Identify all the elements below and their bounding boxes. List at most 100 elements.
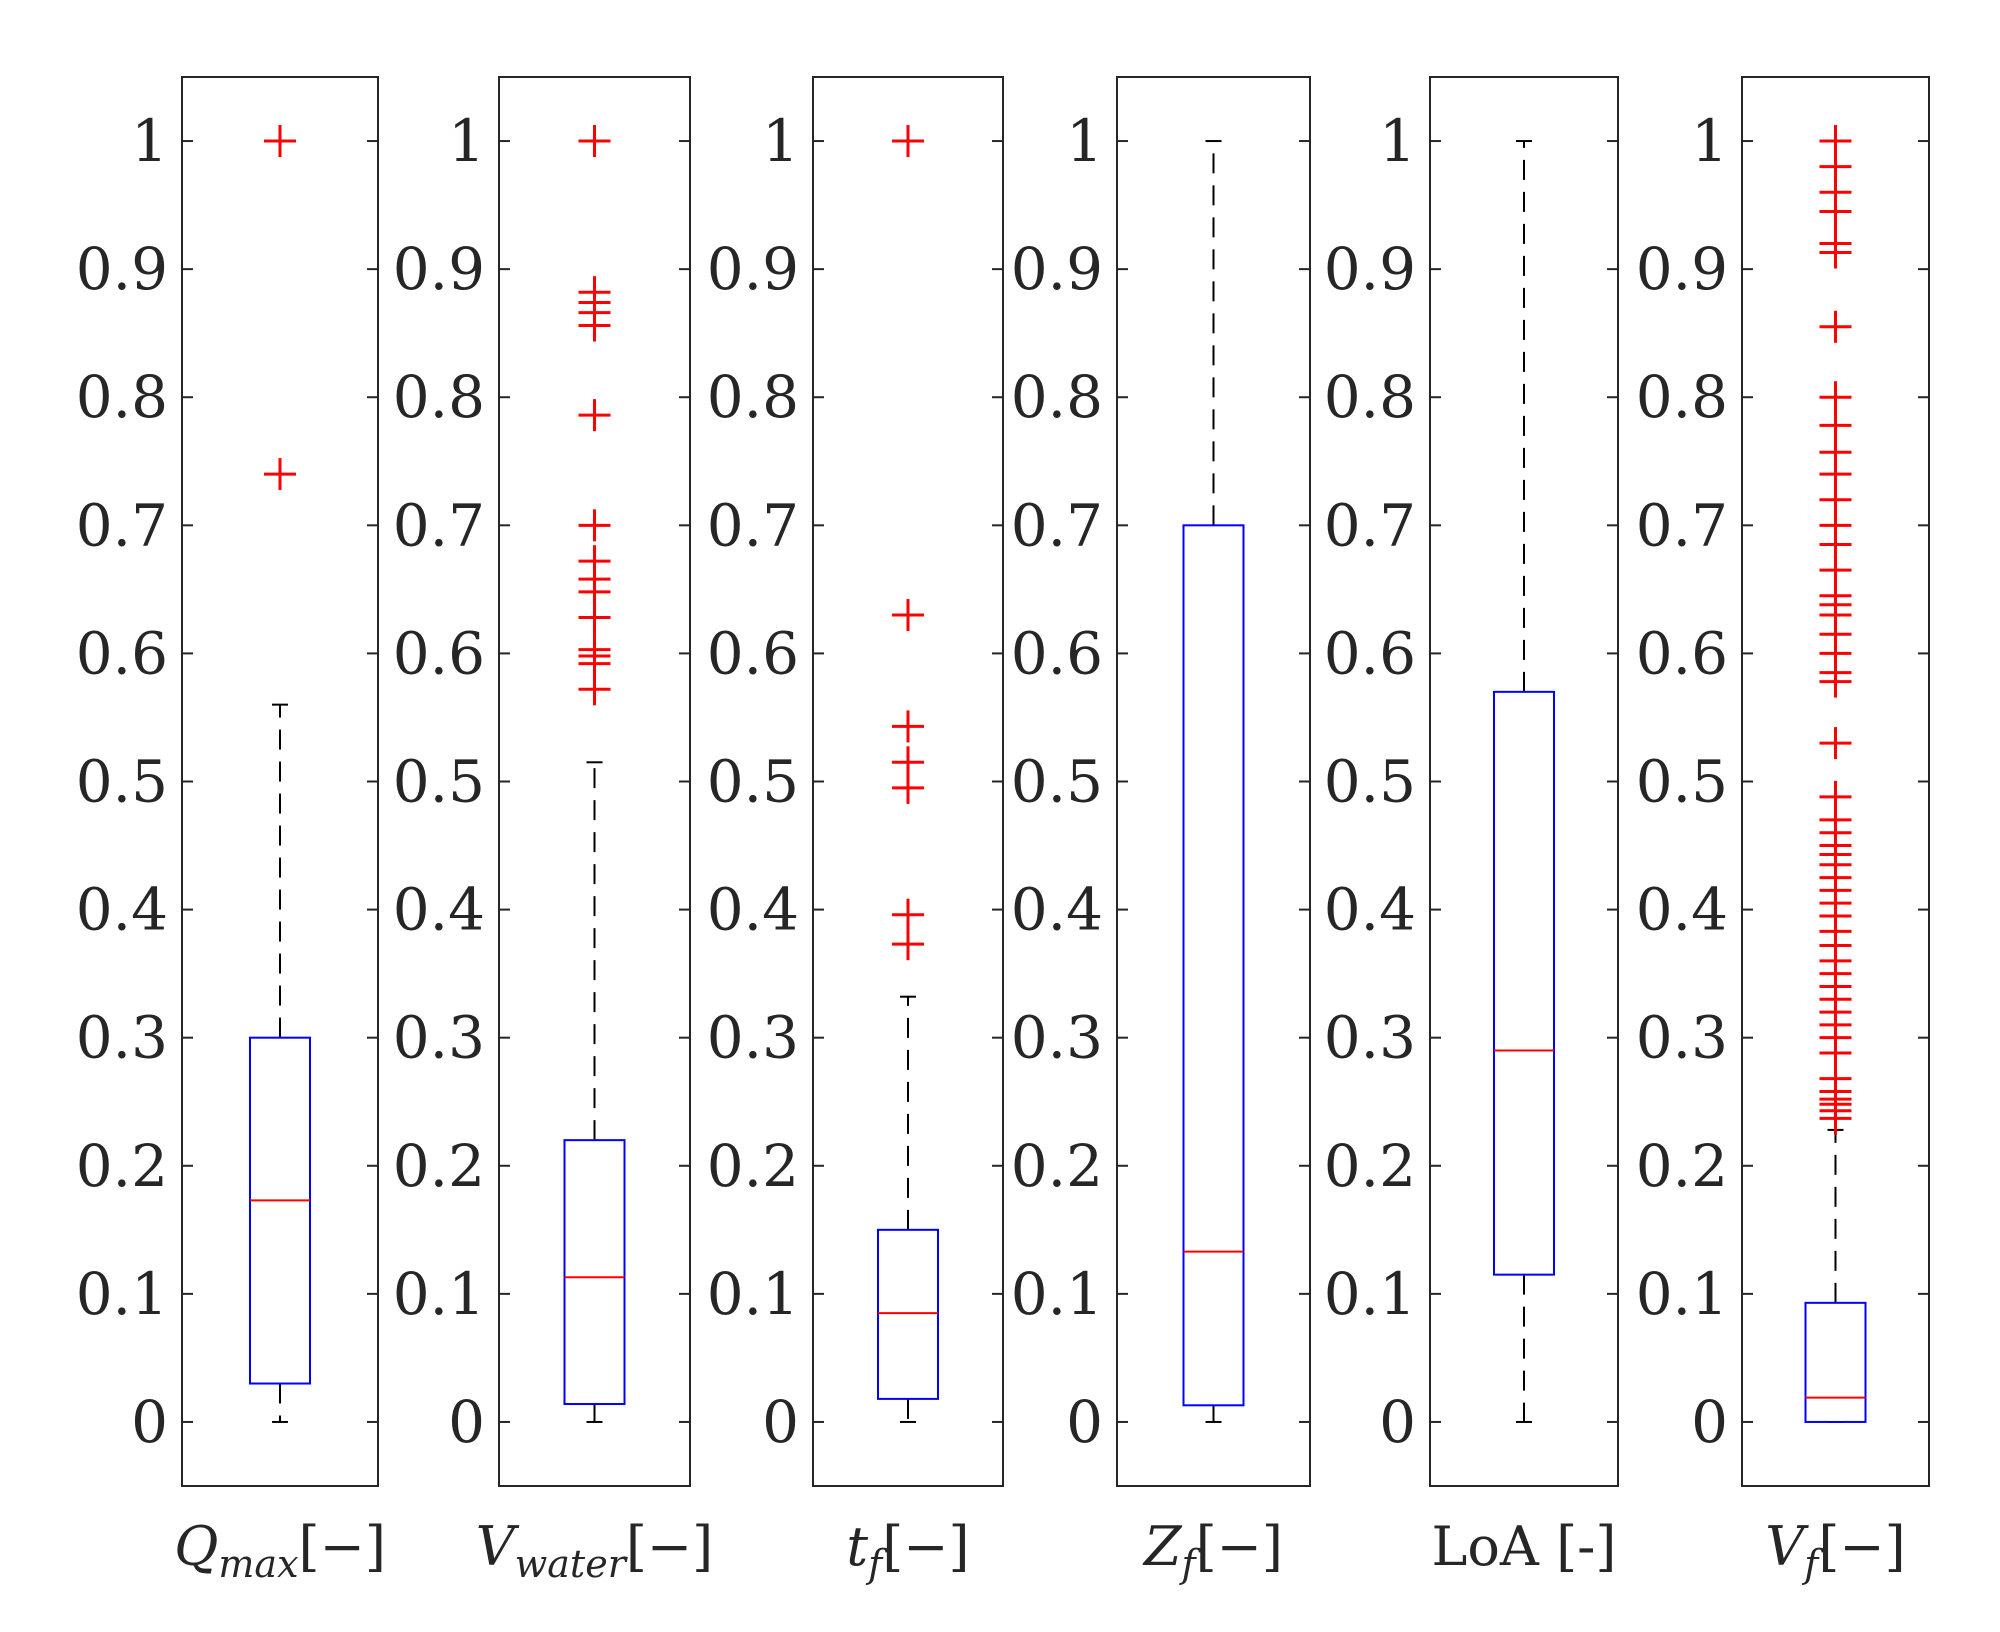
iqr-box xyxy=(1804,1301,1867,1423)
y-tick-label: 0.2 xyxy=(393,1132,485,1200)
y-tick-label: 0.3 xyxy=(393,1004,485,1072)
outlier-marker xyxy=(892,125,924,158)
iqr-box xyxy=(1182,524,1245,1407)
y-tick-label: 0.7 xyxy=(707,491,799,559)
y-tick-label: 0.6 xyxy=(707,619,799,687)
panel-4: 0 0.1 0.2 0.3 0.4 0.5 0.6 0.7 0.8 0.9 1 Zf[−] xyxy=(1011,76,1311,1586)
x-label-unit: [−] xyxy=(1196,1515,1283,1578)
y-tick-label: 0.7 xyxy=(1011,491,1103,559)
y-tick-label: 0.9 xyxy=(393,235,485,303)
x-label-subscript: max xyxy=(218,1542,298,1586)
outlier-marker xyxy=(892,746,924,779)
y-tick-label: 0.1 xyxy=(707,1260,799,1328)
y-tick-label: 1 xyxy=(762,107,799,175)
y-tick-label: 0.8 xyxy=(393,363,485,431)
y-tick-label: 0.3 xyxy=(1636,1004,1728,1072)
y-tick-label: 0.5 xyxy=(1324,748,1416,816)
y-tick-label: 0.4 xyxy=(1324,876,1416,944)
outlier-marker xyxy=(264,458,296,491)
x-label-base: V xyxy=(1765,1515,1809,1578)
x-label-unit: [−] xyxy=(1818,1515,1905,1578)
y-tick-label: 0.1 xyxy=(393,1260,485,1328)
x-label: LoA [-] xyxy=(1432,1515,1617,1578)
y-tick-label: 0.2 xyxy=(1636,1132,1728,1200)
y-tick-label: 0 xyxy=(448,1388,485,1456)
y-tick-label: 0 xyxy=(762,1388,799,1456)
y-tick-label: 0.7 xyxy=(76,491,168,559)
y-tick-label: 0.1 xyxy=(1324,1260,1416,1328)
y-tick-label: 0.3 xyxy=(707,1004,799,1072)
y-tick-label: 0.3 xyxy=(1011,1004,1103,1072)
x-label-subscript: water xyxy=(515,1542,629,1586)
y-tick-label: 0.2 xyxy=(76,1132,168,1200)
outlier-marker xyxy=(578,545,611,578)
y-tick-label: 0.7 xyxy=(1324,491,1416,559)
y-tick-label: 0.5 xyxy=(1636,748,1728,816)
y-tick-label: 0.9 xyxy=(1011,235,1103,303)
outlier-marker xyxy=(1819,436,1852,469)
y-tick-label: 0.9 xyxy=(1636,235,1728,303)
x-label: tf[−] xyxy=(846,1515,969,1586)
y-tick-label: 0.6 xyxy=(1324,619,1416,687)
y-tick-label: 0.4 xyxy=(1011,876,1103,944)
y-tick-label: 0.5 xyxy=(707,748,799,816)
x-label-unit: [−] xyxy=(882,1515,969,1578)
y-tick-label: 0.4 xyxy=(393,876,485,944)
y-tick-label: 0.5 xyxy=(393,748,485,816)
y-tick-label: 0 xyxy=(1691,1388,1728,1456)
x-label: Vwater[−] xyxy=(476,1515,714,1586)
outlier-marker xyxy=(1819,310,1852,343)
x-label-base: Z xyxy=(1142,1515,1183,1578)
x-label-base: t xyxy=(846,1515,868,1578)
x-label-base: V xyxy=(476,1515,520,1578)
y-tick-label: 0.2 xyxy=(1011,1132,1103,1200)
panel-1: 0 0.1 0.2 0.3 0.4 0.5 0.6 0.7 0.8 0.9 1 Qmax[−] xyxy=(76,76,386,1586)
outlier-marker xyxy=(578,125,611,158)
x-label-unit: [−] xyxy=(626,1515,713,1578)
outlier-marker xyxy=(1819,227,1852,260)
y-tick-label: 0.1 xyxy=(1011,1260,1103,1328)
y-tick-label: 0.4 xyxy=(707,876,799,944)
y-tick-label: 0.8 xyxy=(76,363,168,431)
y-tick-label: 0.1 xyxy=(1636,1260,1728,1328)
y-tick-label: 1 xyxy=(448,107,485,175)
y-tick-label: 0.6 xyxy=(76,619,168,687)
outlier-marker xyxy=(1819,409,1852,442)
y-tick-label: 0.6 xyxy=(1011,619,1103,687)
iqr-box xyxy=(877,1228,939,1400)
y-tick-label: 0.6 xyxy=(1636,619,1728,687)
panel-5: 0 0.1 0.2 0.3 0.4 0.5 0.6 0.7 0.8 0.9 1 LoA [-] xyxy=(1324,76,1619,1578)
y-tick-label: 0.4 xyxy=(1636,876,1728,944)
y-tick-label: 0.7 xyxy=(1636,491,1728,559)
outlier-marker xyxy=(578,633,611,666)
y-tick-label: 0 xyxy=(1379,1388,1416,1456)
y-tick-label: 0.4 xyxy=(76,876,168,944)
outlier-marker xyxy=(578,399,611,432)
y-tick-label: 0.5 xyxy=(76,748,168,816)
iqr-box xyxy=(249,1036,311,1385)
y-tick-label: 0.2 xyxy=(707,1132,799,1200)
y-tick-label: 1 xyxy=(1691,107,1728,175)
panel-3: 0 0.1 0.2 0.3 0.4 0.5 0.6 0.7 0.8 0.9 1 tf[−] xyxy=(707,76,1004,1586)
y-tick-label: 0 xyxy=(131,1388,168,1456)
x-label: Qmax[−] xyxy=(174,1515,386,1586)
outlier-marker xyxy=(578,509,611,542)
y-tick-label: 0.8 xyxy=(707,363,799,431)
iqr-box xyxy=(563,1139,626,1406)
y-tick-label: 0.3 xyxy=(1324,1004,1416,1072)
outlier-marker xyxy=(892,928,924,961)
outlier-marker xyxy=(892,710,924,743)
panel-2: 0 0.1 0.2 0.3 0.4 0.5 0.6 0.7 0.8 0.9 1 Vwater[−] xyxy=(393,76,714,1586)
y-tick-label: 0.8 xyxy=(1636,363,1728,431)
y-tick-label: 0.8 xyxy=(1011,363,1103,431)
x-label-unit: [−] xyxy=(299,1515,386,1578)
y-tick-label: 0 xyxy=(1066,1388,1103,1456)
panel-6: 0 0.1 0.2 0.3 0.4 0.5 0.6 0.7 0.8 0.9 1 Vf[−] xyxy=(1636,76,1930,1586)
y-tick-label: 0.5 xyxy=(1011,748,1103,816)
y-tick-label: 0.3 xyxy=(76,1004,168,1072)
outlier-marker xyxy=(892,898,924,931)
y-tick-label: 1 xyxy=(131,107,168,175)
y-tick-label: 0.9 xyxy=(1324,235,1416,303)
y-tick-label: 0.9 xyxy=(76,235,168,303)
